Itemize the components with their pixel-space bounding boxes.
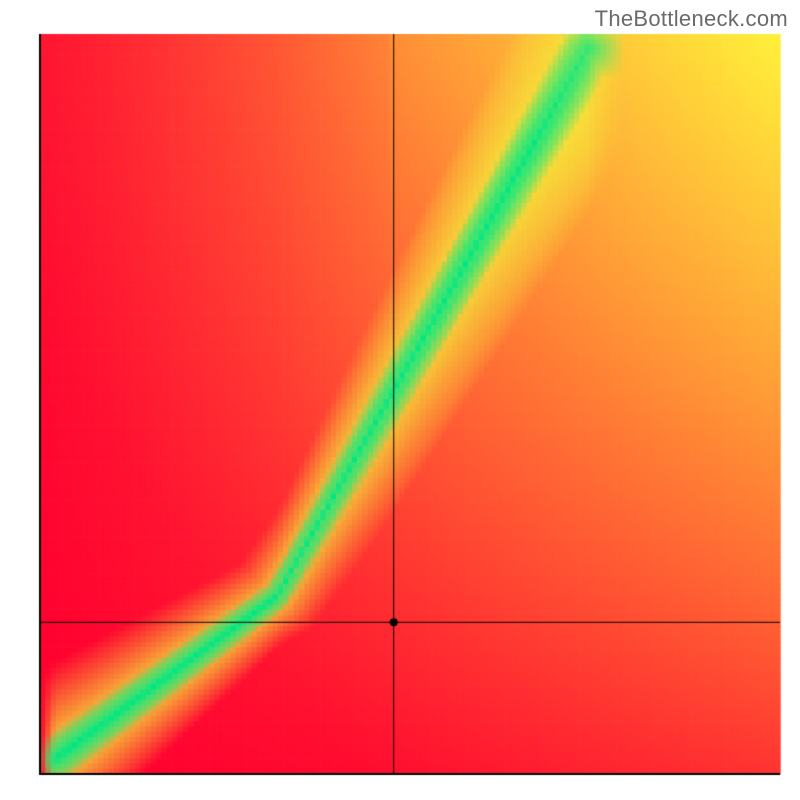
watermark-text: TheBottleneck.com — [595, 6, 788, 32]
bottleneck-heatmap — [0, 0, 800, 800]
chart-container: TheBottleneck.com — [0, 0, 800, 800]
